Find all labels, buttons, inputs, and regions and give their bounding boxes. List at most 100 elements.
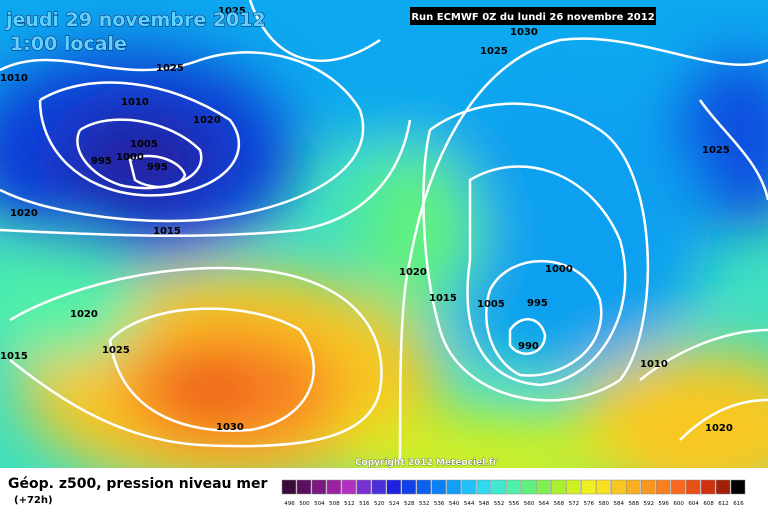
color-swatch xyxy=(371,479,387,495)
run-info: Run ECMWF 0Z du lundi 26 novembre 2012 xyxy=(411,12,654,23)
color-label: 524 xyxy=(389,501,400,507)
isobar-label: 1000 xyxy=(545,264,573,275)
isobar-label: 1010 xyxy=(640,359,668,370)
color-swatch xyxy=(685,479,701,495)
isobar-label: 995 xyxy=(147,162,168,173)
color-label: 572 xyxy=(569,501,580,507)
legend-step: (+72h) xyxy=(14,495,53,506)
color-label: 500 xyxy=(299,501,310,507)
color-swatch xyxy=(640,479,656,495)
isobar-labels: 1025 1010 1025 1010 1020 1005 1000 995 9… xyxy=(0,6,733,434)
color-label: 568 xyxy=(554,501,565,507)
color-swatch xyxy=(611,479,626,495)
color-swatch xyxy=(491,479,506,495)
color-swatch xyxy=(476,479,491,495)
isobar-label: 1010 xyxy=(121,97,149,108)
color-label: 588 xyxy=(628,501,639,507)
color-label: 604 xyxy=(688,501,699,507)
isobar-label: 995 xyxy=(91,156,112,167)
isobars xyxy=(0,0,768,461)
color-label: 576 xyxy=(584,501,595,507)
color-label: 504 xyxy=(314,501,325,507)
isobar-label: 990 xyxy=(518,341,539,352)
color-label: 580 xyxy=(599,501,610,507)
color-label: 596 xyxy=(658,501,669,507)
color-label: 544 xyxy=(464,501,475,507)
map-time: 1:00 locale xyxy=(10,33,127,55)
color-label: 560 xyxy=(524,501,535,507)
color-label: 556 xyxy=(509,501,520,507)
color-swatch xyxy=(566,479,581,495)
color-label: 552 xyxy=(494,501,505,507)
color-swatch xyxy=(326,479,342,495)
legend-title: Géop. z500, pression niveau mer xyxy=(8,476,267,492)
color-swatch xyxy=(401,479,416,495)
color-label: 532 xyxy=(419,501,430,507)
color-label: 528 xyxy=(404,501,415,507)
color-swatch xyxy=(655,479,671,495)
isobar-label: 995 xyxy=(527,298,548,309)
color-label: 584 xyxy=(614,501,625,507)
color-label: 600 xyxy=(673,501,684,507)
isobar-label: 1025 xyxy=(156,63,184,74)
color-swatch xyxy=(461,479,476,495)
isobar-label: 1000 xyxy=(116,152,144,163)
isobar-label: 1005 xyxy=(130,139,158,150)
isobar-label: 1020 xyxy=(705,423,733,434)
isobar-label: 1025 xyxy=(480,46,508,57)
color-bar: 496 500 504 508 512 516 520 524 528 532 536 540 544 5… xyxy=(281,479,746,507)
color-label: 512 xyxy=(344,501,355,507)
isobar-label: 1030 xyxy=(510,27,538,38)
isobar-label: 1015 xyxy=(0,351,28,362)
color-swatch xyxy=(730,479,746,495)
color-label: 548 xyxy=(479,501,490,507)
color-swatch xyxy=(551,479,566,495)
run-box xyxy=(410,7,656,25)
color-label: 536 xyxy=(434,501,445,507)
isobar-label: 1015 xyxy=(153,226,181,237)
isobar-label: 1025 xyxy=(218,6,246,17)
color-label: 496 xyxy=(284,501,295,507)
color-swatch xyxy=(431,479,446,495)
isobar-label: 1020 xyxy=(10,208,38,219)
color-swatch xyxy=(700,479,716,495)
color-swatch xyxy=(296,479,312,495)
color-swatch xyxy=(506,479,521,495)
color-swatch xyxy=(596,479,611,495)
isobar-label: 1025 xyxy=(702,145,730,156)
isobar-label: 1020 xyxy=(70,309,98,320)
color-swatch xyxy=(281,479,297,495)
color-swatch xyxy=(536,479,551,495)
color-swatch xyxy=(416,479,431,495)
color-label: 516 xyxy=(359,501,370,507)
color-label: 564 xyxy=(539,501,550,507)
copyright: Copyright 2012 Meteociel.fr xyxy=(355,458,498,468)
isobar-label: 1005 xyxy=(477,299,505,310)
color-swatch xyxy=(341,479,357,495)
color-label: 616 xyxy=(733,501,744,507)
color-label: 612 xyxy=(718,501,729,507)
color-label: 608 xyxy=(703,501,714,507)
color-swatch xyxy=(626,479,641,495)
color-swatch xyxy=(670,479,686,495)
color-swatch xyxy=(311,479,327,495)
color-swatch xyxy=(581,479,596,495)
color-swatch xyxy=(715,479,731,495)
color-label: 520 xyxy=(374,501,385,507)
color-swatch xyxy=(446,479,461,495)
color-label: 592 xyxy=(643,501,654,507)
map-title: jeudi 29 novembre 2012 xyxy=(5,9,266,31)
isobar-label: 1020 xyxy=(399,267,427,278)
isobar-label: 1020 xyxy=(193,115,221,126)
isobar-label: 1025 xyxy=(102,345,130,356)
color-swatch xyxy=(521,479,536,495)
isobar-label: 1030 xyxy=(216,422,244,433)
isobar-label: 1015 xyxy=(429,293,457,304)
color-swatch xyxy=(356,479,372,495)
color-label: 508 xyxy=(329,501,340,507)
color-label: 540 xyxy=(449,501,460,507)
color-swatch xyxy=(386,479,401,495)
